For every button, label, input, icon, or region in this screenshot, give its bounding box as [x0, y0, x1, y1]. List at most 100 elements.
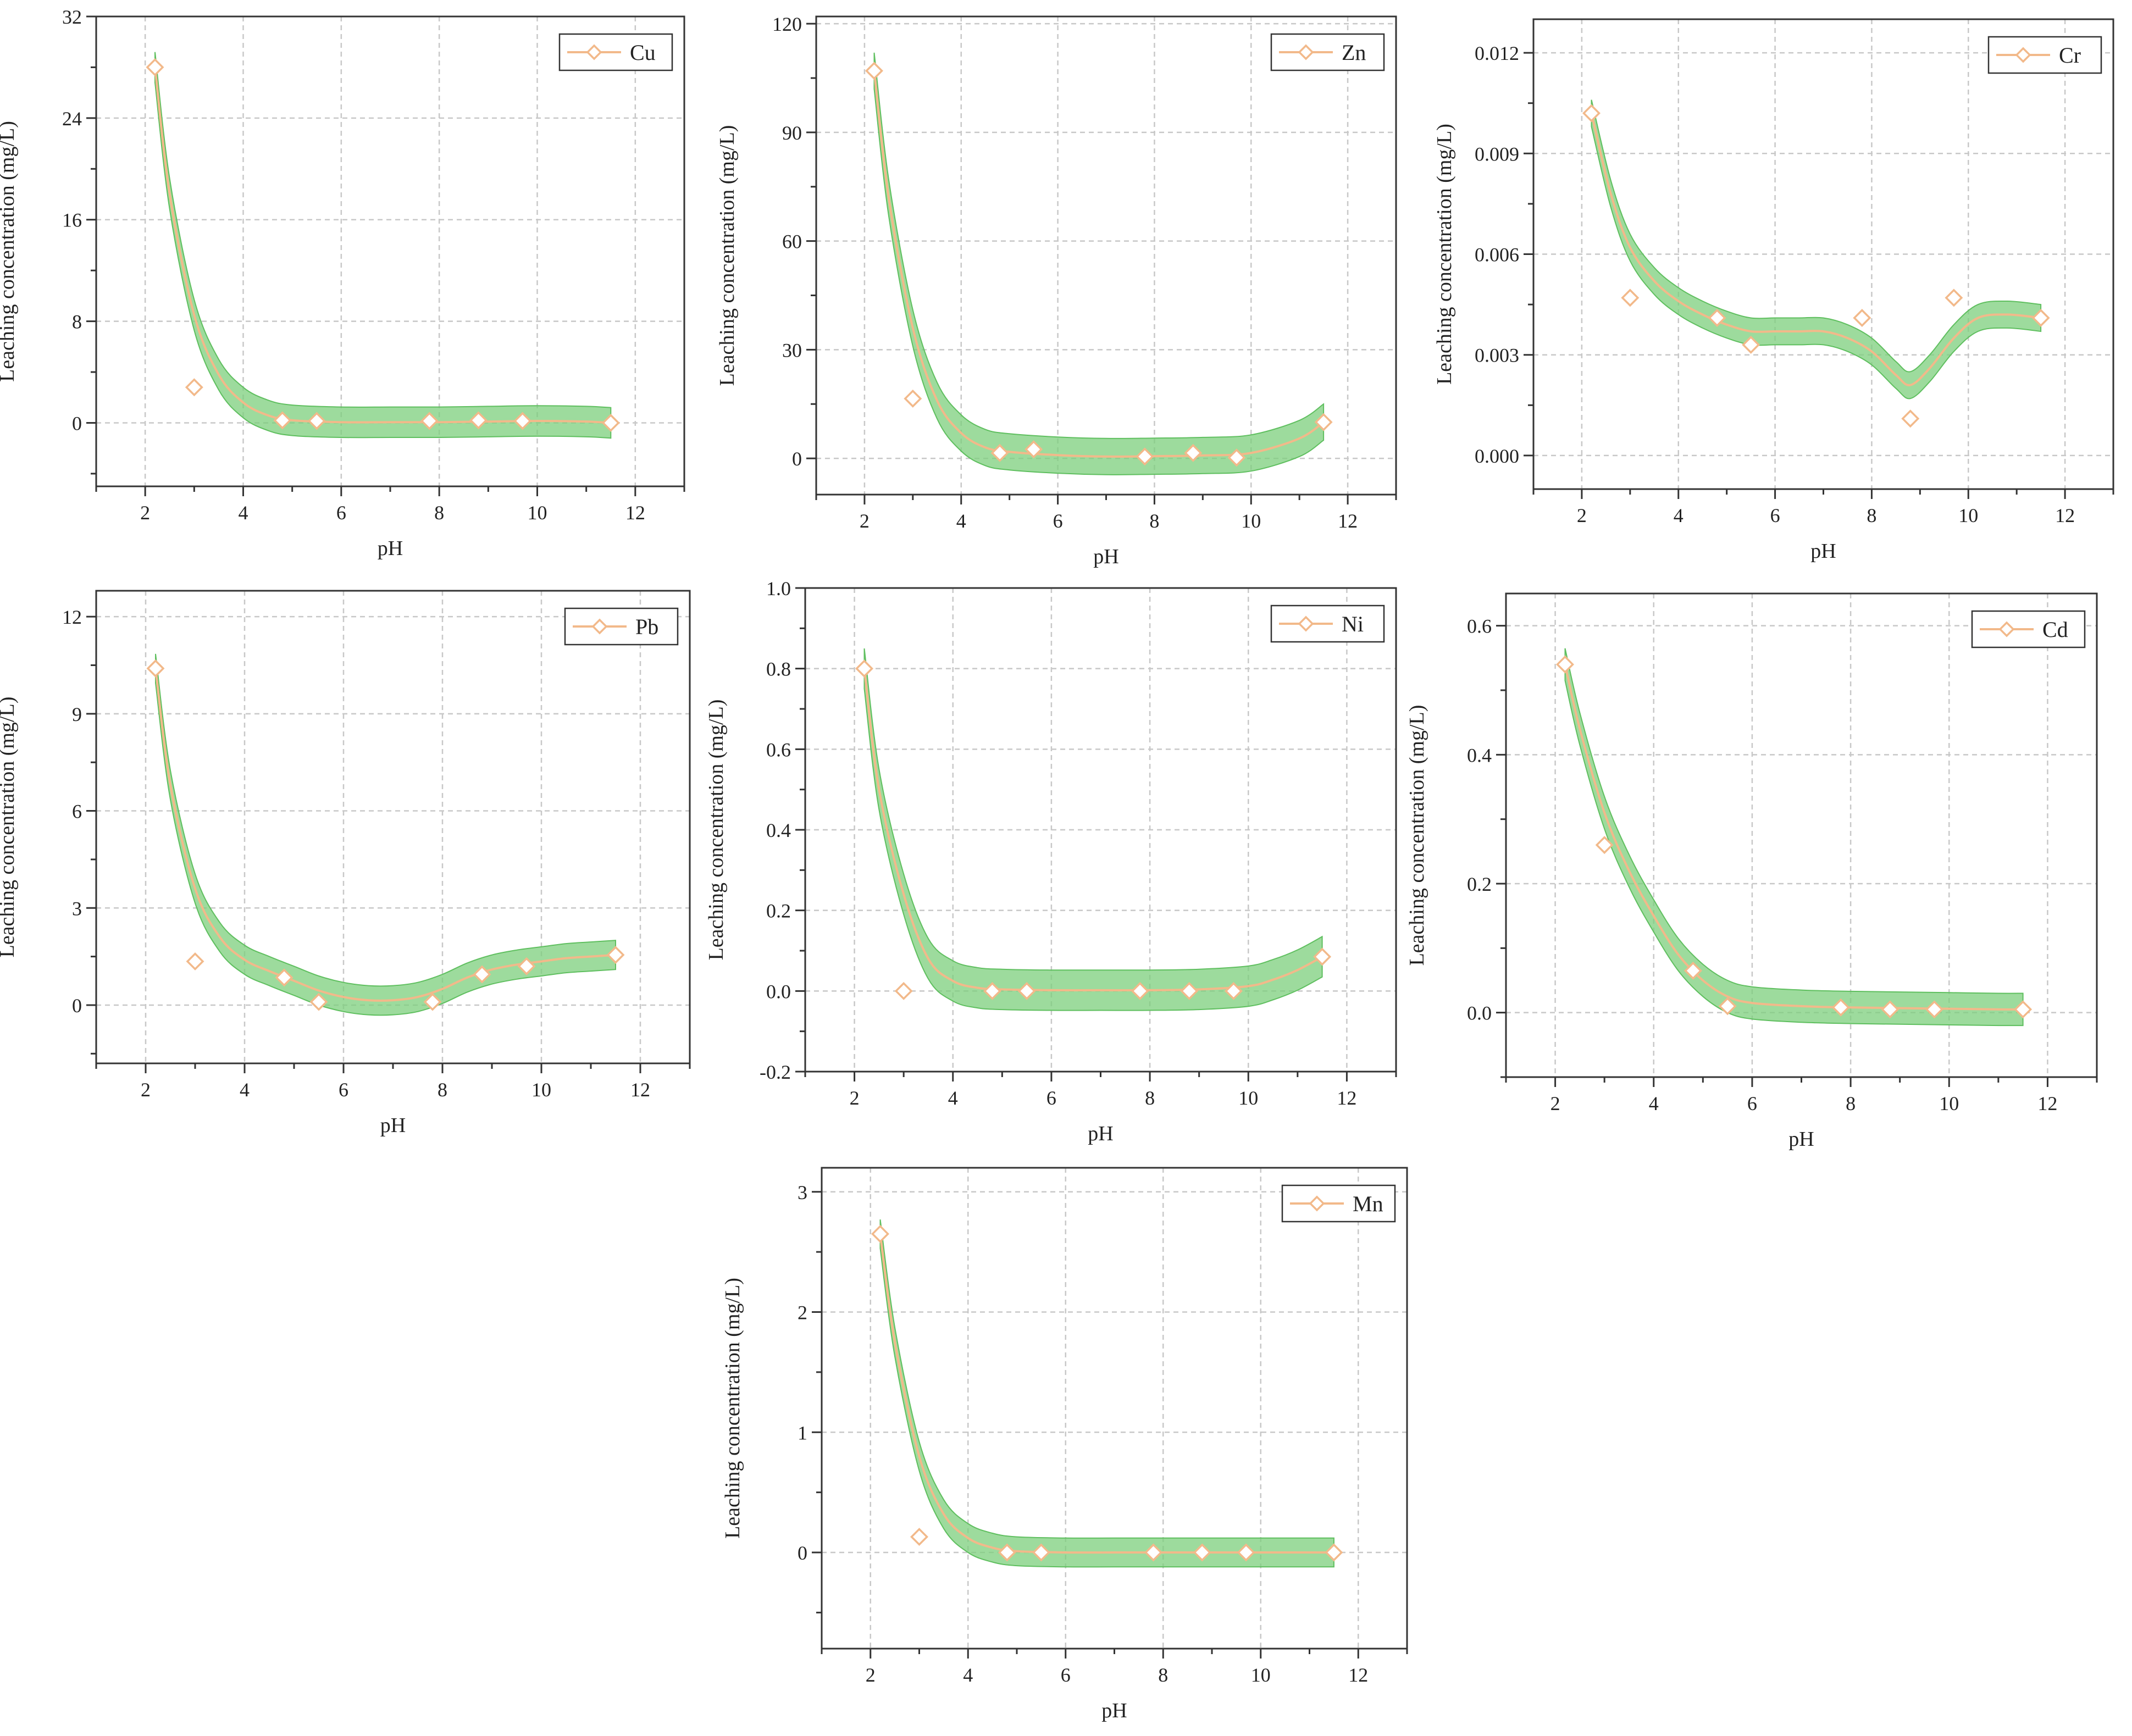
data-point-pb-3: [309, 992, 328, 1011]
x-tick-label-ni-5: 12: [1337, 1087, 1356, 1109]
data-point-ni-2: [983, 981, 1001, 1000]
x-tick-label-cu-3: 8: [434, 502, 444, 524]
y-tick-label-cu-3: 24: [62, 108, 82, 130]
x-tick-label-cr-2: 6: [1770, 504, 1780, 526]
data-point-cd-7: [2014, 1000, 2033, 1019]
x-tick-label-cd-4: 10: [1939, 1092, 1959, 1114]
y-tick-label-cu-2: 16: [62, 209, 82, 231]
y-tick-label-cd-2: 0.4: [1467, 744, 1492, 766]
x-tick-label-mn-1: 4: [963, 1664, 973, 1686]
data-point-pb-1: [186, 952, 204, 970]
x-tick-label-cu-2: 6: [336, 502, 346, 524]
data-point-cu-7: [601, 413, 620, 432]
x-tick-label-zn-3: 8: [1149, 510, 1159, 532]
data-point-cu-5: [469, 411, 488, 430]
legend-marker-zn: [1298, 44, 1314, 60]
x-tick-label-zn-2: 6: [1053, 510, 1063, 532]
data-point-pb-4: [423, 992, 442, 1011]
data-point-zn-4: [1136, 447, 1154, 466]
panel-cd: 2 4 6 8 10 12 0.0 0.2 0.4 0.6 pH Leaching concentra…: [1405, 592, 2098, 1151]
x-tick-label-pb-5: 12: [630, 1079, 650, 1101]
data-point-zn-2: [990, 443, 1009, 462]
x-tick-label-pb-2: 6: [339, 1079, 348, 1101]
x-tick-label-zn-0: 2: [860, 510, 870, 532]
y-axis-title-cr: Leaching concentration (mg/L): [1433, 124, 1456, 385]
x-tick-label-cd-3: 8: [1846, 1092, 1856, 1114]
data-point-ni-1: [894, 981, 913, 1000]
y-tick-label-ni-0: -0.2: [760, 1061, 791, 1083]
legend-marker-ni: [1298, 615, 1314, 632]
y-tick-label-cr-3: 0.009: [1475, 143, 1519, 165]
x-tick-label-cu-1: 4: [239, 502, 248, 524]
data-point-cr-4: [1853, 309, 1871, 328]
data-point-cu-2: [273, 411, 292, 430]
y-tick-label-mn-1: 1: [798, 1422, 807, 1444]
y-tick-label-cu-0: 0: [72, 412, 82, 434]
fit-line-cr: [1590, 113, 2041, 386]
y-tick-label-zn-1: 30: [782, 339, 802, 361]
data-point-zn-1: [904, 389, 922, 408]
data-point-mn-2: [998, 1543, 1016, 1562]
y-tick-label-ni-2: 0.2: [766, 900, 791, 922]
legend-label-cr: Cr: [2059, 43, 2081, 68]
x-tick-label-ni-4: 10: [1238, 1087, 1258, 1109]
data-point-cu-1: [185, 378, 203, 397]
data-point-cu-4: [420, 412, 439, 430]
data-point-mn-7: [1325, 1543, 1343, 1562]
x-axis-title-zn: pH: [1093, 545, 1118, 568]
data-point-cr-2: [1708, 309, 1726, 328]
y-tick-label-cr-2: 0.006: [1475, 244, 1519, 266]
data-point-pb-7: [606, 946, 625, 964]
x-tick-label-mn-4: 10: [1251, 1664, 1271, 1686]
x-axis-title-ni: pH: [1088, 1122, 1113, 1145]
confidence-band-mn: [879, 1219, 1334, 1568]
confidence-band-ni: [863, 648, 1323, 1011]
legend-label-cu: Cu: [630, 40, 656, 65]
y-tick-label-zn-3: 90: [782, 122, 802, 144]
y-tick-label-cu-4: 32: [62, 6, 82, 28]
y-tick-label-cd-3: 0.6: [1467, 615, 1492, 637]
confidence-band-pb: [155, 653, 616, 1016]
legend-label-cd: Cd: [2042, 617, 2068, 642]
y-tick-label-ni-3: 0.4: [766, 819, 791, 841]
data-point-cr-1: [1621, 289, 1640, 307]
x-axis-title-cu: pH: [378, 537, 403, 560]
data-point-cd-2: [1684, 961, 1702, 980]
data-point-zn-0: [865, 62, 883, 80]
y-tick-label-cu-1: 8: [72, 311, 82, 333]
legend-label-pb: Pb: [635, 614, 658, 639]
confidence-band-cr: [1591, 99, 2042, 400]
data-point-cr-3: [1742, 335, 1760, 354]
data-point-mn-5: [1193, 1543, 1211, 1562]
data-point-cd-1: [1595, 836, 1614, 855]
y-tick-label-cr-1: 0.003: [1475, 345, 1519, 367]
legend-marker-cr: [2015, 47, 2031, 63]
x-tick-label-ni-1: 4: [948, 1087, 958, 1109]
x-tick-label-cd-0: 2: [1550, 1092, 1560, 1114]
legend-label-ni: Ni: [1342, 612, 1364, 636]
y-axis-title-mn: Leaching concentration (mg/L): [721, 1278, 744, 1539]
data-point-ni-3: [1017, 981, 1036, 1000]
x-tick-label-mn-5: 12: [1348, 1664, 1368, 1686]
x-tick-label-zn-5: 12: [1338, 510, 1358, 532]
x-tick-label-pb-1: 4: [240, 1079, 250, 1101]
data-point-mn-3: [1032, 1543, 1050, 1562]
data-point-cr-0: [1582, 104, 1601, 123]
x-tick-label-ni-3: 8: [1145, 1087, 1155, 1109]
y-tick-label-pb-0: 0: [72, 995, 82, 1017]
y-tick-label-pb-2: 6: [72, 801, 82, 823]
y-axis-title-cd: Leaching concentration (mg/L): [1405, 705, 1428, 966]
data-point-mn-1: [910, 1528, 928, 1546]
data-point-mn-6: [1237, 1543, 1255, 1562]
data-point-cr-5: [1901, 409, 1920, 428]
x-tick-label-cr-0: 2: [1577, 504, 1587, 526]
data-point-zn-5: [1184, 443, 1203, 462]
x-tick-label-cd-5: 12: [2037, 1092, 2057, 1114]
confidence-band-cu: [154, 52, 612, 439]
y-tick-label-cd-1: 0.2: [1467, 873, 1492, 895]
x-tick-label-mn-2: 6: [1061, 1664, 1071, 1686]
y-tick-label-cr-4: 0.012: [1475, 42, 1519, 64]
x-axis-title-pb: pH: [380, 1114, 406, 1137]
